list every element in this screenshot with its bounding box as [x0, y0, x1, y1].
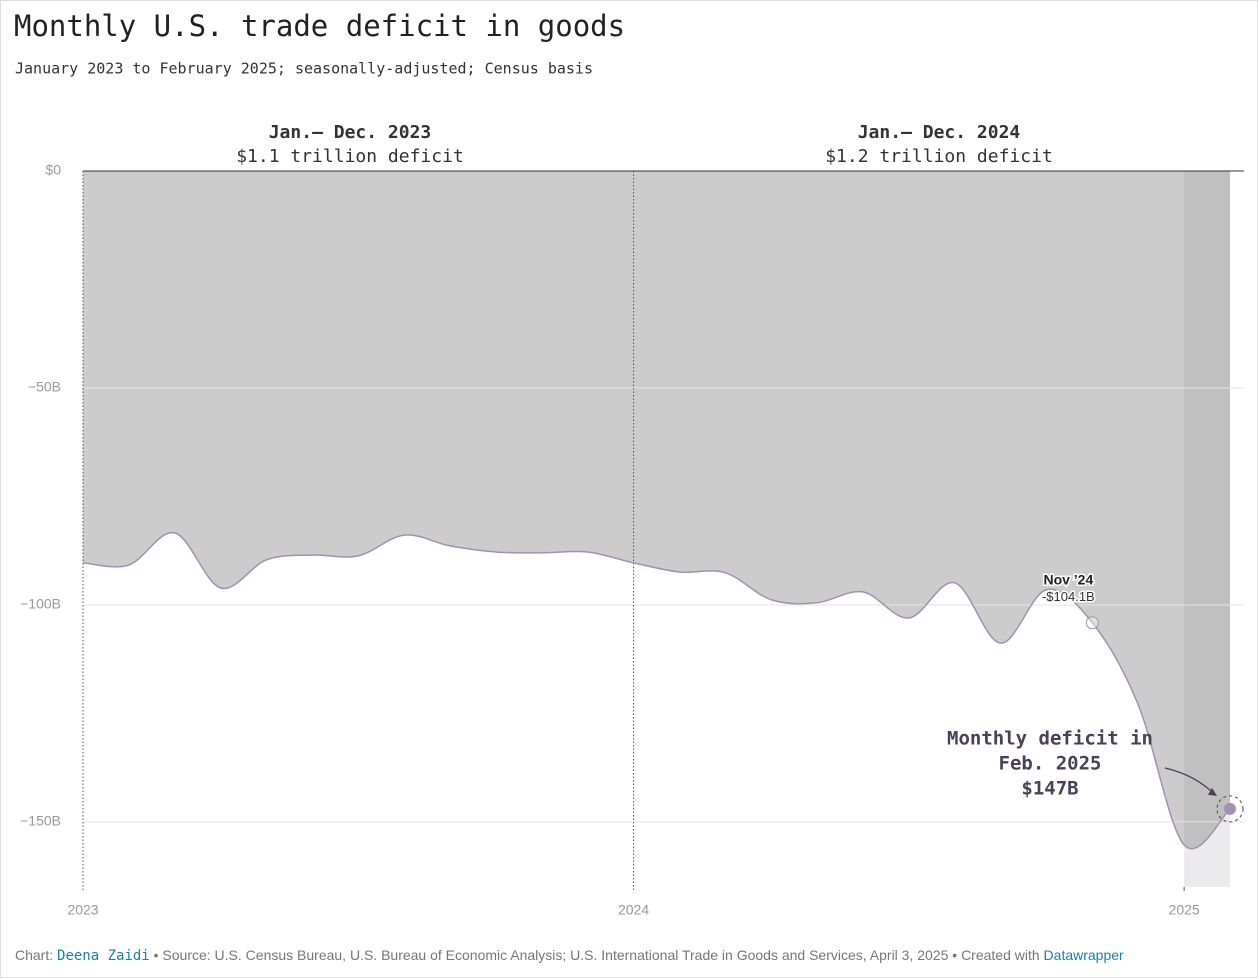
y-tick-label: −150B	[20, 813, 61, 829]
y-tick-label: −50B	[28, 379, 61, 395]
chart-subtitle: January 2023 to February 2025; seasonall…	[15, 60, 593, 78]
arrow-head	[1208, 787, 1217, 796]
plot: $0 −50B −100B −150B 2023 2024 2025 Nov ’24 -$104…	[20, 162, 1244, 918]
annotation-title: Nov ’24	[1043, 571, 1093, 587]
x-tick-label: 2024	[618, 902, 649, 918]
chart-title: Monthly U.S. trade deficit in goods	[14, 9, 625, 43]
y-tick-label: −100B	[20, 596, 61, 612]
footer: Chart: Deena Zaidi • Source: U.S. Census…	[15, 947, 1124, 964]
footer-tool[interactable]: Datawrapper	[1044, 947, 1124, 963]
annotation-text: $147B	[1021, 778, 1078, 800]
period-subtitle: $1.2 trillion deficit	[825, 146, 1053, 167]
shade-band-dark	[1184, 171, 1230, 849]
y-tick-label: $0	[45, 162, 61, 178]
footer-source: • Source: U.S. Census Bureau, U.S. Burea…	[150, 947, 1044, 963]
x-tick-label: 2025	[1169, 902, 1200, 918]
footer-prefix: Chart:	[15, 947, 57, 963]
annotation-text: Monthly deficit in	[947, 728, 1153, 750]
area-fill	[83, 171, 1230, 849]
period-subtitle: $1.1 trillion deficit	[236, 146, 464, 167]
annotation-text: -$104.1B	[1042, 589, 1095, 604]
annotation-text: Feb. 2025	[999, 753, 1102, 775]
point-marker	[1085, 616, 1099, 630]
period-title: Jan.– Dec. 2024	[858, 122, 1021, 143]
point-ring	[1216, 795, 1244, 823]
line	[82, 532, 1231, 850]
period-title: Jan.– Dec. 2023	[269, 122, 432, 143]
footer-author[interactable]: Deena Zaidi	[57, 948, 150, 964]
point-marker	[1224, 802, 1236, 815]
x-tick-label: 2023	[67, 902, 98, 918]
